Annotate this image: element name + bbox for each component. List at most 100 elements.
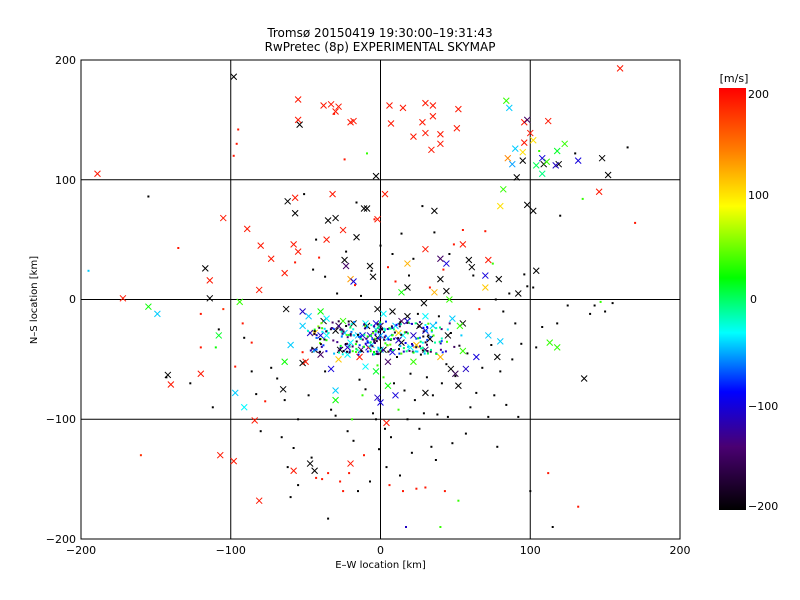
point-marker [391,253,394,255]
cross-marker [339,226,347,234]
cross-marker [281,269,289,277]
point-marker [426,326,429,328]
point-marker [442,268,445,271]
point-marker [399,321,402,324]
point-marker [355,340,358,343]
point-marker [526,285,529,288]
point-marker [370,334,373,337]
point-marker [529,490,532,493]
point-marker [457,499,460,502]
cross-marker [327,365,335,373]
point-marker [337,320,340,323]
point-marker [421,346,424,349]
cross-marker [294,116,302,124]
point-marker [472,274,475,277]
point-marker [364,342,367,345]
point-marker [332,339,335,342]
cross-marker [429,102,437,109]
point-marker [375,353,378,355]
point-marker [406,418,409,421]
point-marker [313,348,316,351]
cross-marker [526,129,534,137]
cross-marker [350,320,357,327]
point-marker [446,340,448,343]
cross-marker [230,73,238,81]
point-marker [330,327,333,329]
point-marker [388,327,391,330]
cross-marker [377,332,384,339]
cross-marker [444,332,452,339]
chart-subtitle: RwPretec (8p) EXPERIMENTAL SKYMAP [265,40,496,54]
point-marker [379,336,382,339]
point-marker [375,350,378,353]
point-marker [387,338,390,341]
point-marker [346,430,349,433]
point-marker [344,343,347,345]
point-marker [276,377,279,380]
point-marker [319,338,321,341]
point-marker [398,325,401,328]
scatter-marks [87,65,637,528]
point-marker [425,376,428,379]
point-marker [383,336,386,339]
point-marker [390,325,393,328]
point-marker [324,370,327,373]
point-marker [478,308,481,311]
cross-marker [257,242,265,249]
cross-marker [546,339,554,346]
point-marker [323,338,326,341]
point-marker [366,350,369,353]
cross-marker [395,336,402,344]
point-marker [360,294,362,297]
point-marker [392,328,395,331]
point-marker [250,341,253,344]
point-marker [336,341,339,344]
cross-marker [374,394,381,402]
y-tick-label: 100 [55,174,76,187]
point-marker [386,344,389,347]
y-tick-label: 200 [55,54,76,67]
cross-marker [422,245,429,253]
point-marker [440,340,443,343]
cross-marker [399,104,407,112]
point-marker [319,343,322,346]
cross-marker [523,201,531,209]
point-marker [535,346,538,349]
point-marker [365,337,368,340]
colorbar-tick-label: −200 [748,500,778,513]
point-marker [363,454,365,457]
point-marker [448,253,451,255]
point-marker [318,256,321,259]
cross-marker [496,338,504,345]
point-marker [393,331,396,334]
cross-marker [145,303,152,311]
point-marker [405,350,408,353]
point-marker [367,346,370,349]
cross-marker [324,217,332,224]
point-marker [359,351,362,353]
point-marker [259,430,262,433]
point-marker [234,365,237,368]
point-marker [339,347,342,349]
point-marker [399,323,402,326]
point-marker [321,330,324,333]
point-marker [379,323,382,326]
point-marker [364,327,367,330]
cross-marker [449,315,456,323]
point-marker [351,350,354,353]
point-marker [297,418,300,421]
point-marker [376,326,379,329]
point-marker [377,352,380,355]
point-marker [351,345,354,348]
cross-marker [416,322,423,330]
point-marker [428,286,431,289]
point-marker [389,349,392,352]
point-marker [421,205,424,208]
point-marker [547,472,550,475]
point-marker [340,330,343,333]
cross-marker [504,154,512,162]
point-marker [177,247,180,249]
point-marker [440,382,443,385]
point-marker [452,243,455,246]
plot-frame [80,59,681,540]
